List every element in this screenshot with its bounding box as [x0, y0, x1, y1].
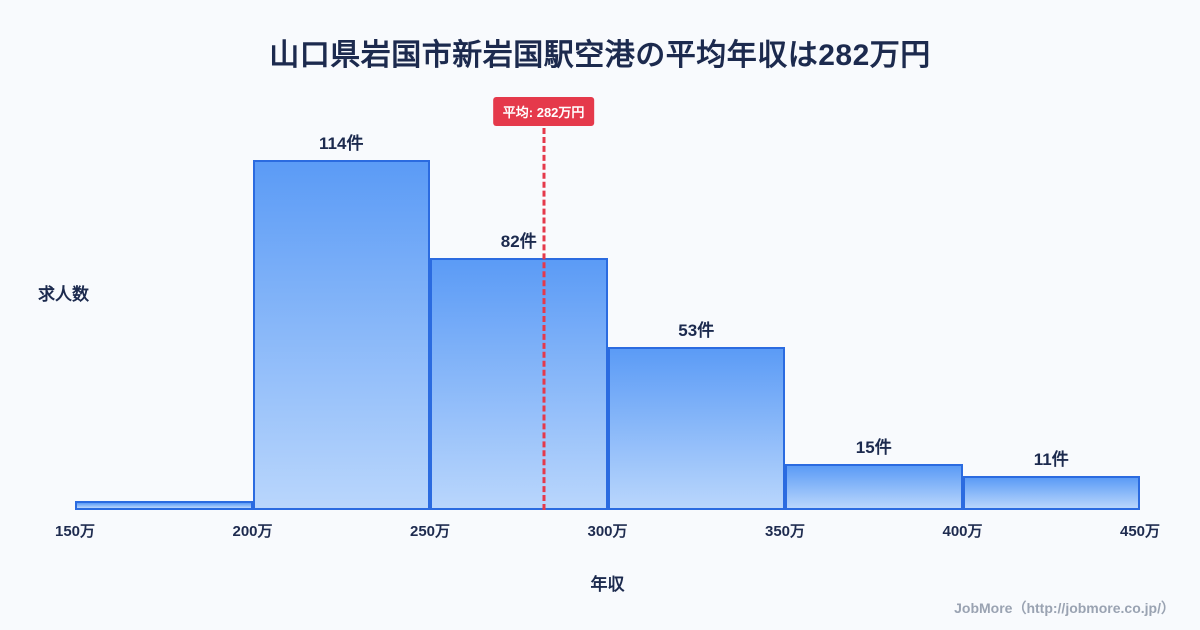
x-tick-label: 350万: [764, 523, 806, 540]
x-tick-label: 450万: [1119, 523, 1161, 540]
histogram-bar: [607, 347, 785, 510]
histogram-bar: [785, 463, 963, 510]
bar-count-label: 53件: [678, 321, 715, 341]
bar-count-label: 82件: [500, 232, 537, 252]
histogram-bar: [962, 476, 1140, 510]
bar-count-label: 114件: [319, 134, 364, 153]
x-tick-label: 250万: [409, 523, 451, 540]
x-axis-ticks: 150万 200万 250万 300万 350万 400万 450万: [55, 510, 1160, 540]
histogram-bar: [75, 500, 253, 510]
bar-count-label: 11件: [1033, 450, 1069, 470]
bar-count-label: 15件: [855, 437, 892, 457]
x-axis-label: 年収: [590, 575, 625, 594]
x-tick-label: 400万: [942, 523, 983, 540]
footer-credit: JobMore（http://jobmore.co.jp/）: [954, 600, 1175, 616]
x-tick-label: 200万: [232, 523, 273, 540]
x-tick-label: 150万: [54, 523, 96, 540]
plot-area: 114件 82件 53件 15件 11件 平均: 282万円 150万 200万 250万 3…: [55, 97, 1160, 540]
y-axis-label: 求人数: [38, 285, 89, 304]
average-line: [542, 128, 546, 510]
histogram-bar: [430, 258, 608, 510]
histogram-bar: [252, 160, 430, 510]
x-tick-label: 300万: [587, 523, 628, 540]
average-badge: 平均: 282万円: [492, 97, 595, 126]
chart-title: 山口県岩国市新岩国駅空港の平均年収は282万円: [269, 39, 931, 72]
bars-container: 114件 82件 53件 15件 11件: [75, 128, 1140, 510]
